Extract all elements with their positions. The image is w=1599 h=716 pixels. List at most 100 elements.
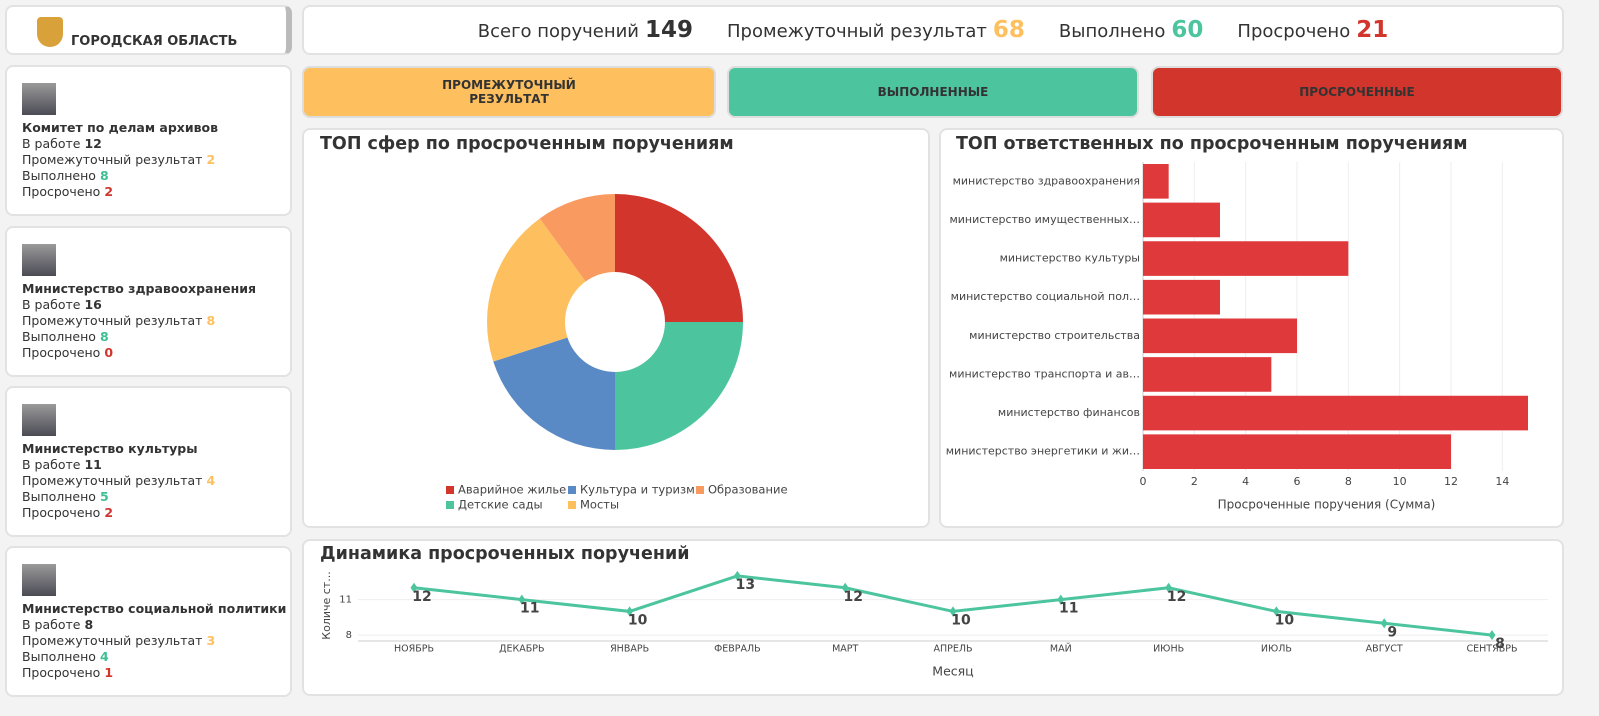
- card-row: Выполнено 5: [22, 489, 109, 504]
- bar: [1143, 357, 1272, 392]
- row-label: Промежуточный результат: [22, 473, 203, 488]
- bar: [1143, 395, 1528, 431]
- legend-swatch: [446, 501, 454, 509]
- row-label: В работе: [22, 136, 81, 151]
- data-label: 9: [1387, 624, 1397, 640]
- row-label: Выполнено: [22, 489, 96, 504]
- person-card: Министерство социальной политики В работе…: [5, 546, 292, 697]
- card-row: Просрочено 2: [22, 505, 113, 520]
- x-tick-label: 8: [1345, 475, 1352, 488]
- bar: [1143, 164, 1169, 199]
- kpi-value: 60: [1171, 17, 1204, 43]
- x-tick-label: 0: [1140, 475, 1147, 488]
- legend-swatch: [568, 501, 576, 509]
- kpi-value: 149: [645, 17, 694, 43]
- row-value: 2: [104, 505, 114, 520]
- card-row: Просрочено 2: [22, 184, 113, 199]
- row-value: 1: [104, 665, 114, 680]
- data-label: 12: [412, 589, 431, 605]
- chart-title: ТОП ответственных по просроченным поруче…: [956, 134, 1468, 154]
- card-row: Выполнено 8: [22, 329, 109, 344]
- row-value: 16: [84, 297, 102, 312]
- kpi-label: Выполнено: [1058, 21, 1166, 42]
- legend-label: Аварийное жилье: [458, 483, 566, 497]
- legend-swatch: [446, 486, 454, 494]
- kpi: Просрочено 21: [1237, 17, 1388, 43]
- row-value: 4: [206, 473, 216, 488]
- y-tick-label: министерство здравоохранения: [953, 174, 1140, 187]
- emblem: [37, 17, 63, 47]
- y-tick-label: 11: [339, 595, 352, 606]
- filter-button[interactable]: ПРОСРОЧЕННЫЕ: [1151, 66, 1563, 118]
- person-card: Комитет по делам архивов В работе 12 Промеж…: [5, 65, 292, 216]
- x-tick-label: ИЮНЬ: [1153, 644, 1184, 655]
- logo-text: ГОРОДСКАЯ ОБЛАСТЬ: [71, 34, 238, 49]
- x-tick-label: ДЕКАБРЬ: [499, 644, 544, 655]
- kpi: Промежуточный результат 68: [727, 17, 1025, 43]
- x-tick-label: ФЕВРАЛЬ: [714, 644, 761, 655]
- filter-button[interactable]: ПРОМЕЖУТОЧНЫЙ РЕЗУЛЬТАТ: [302, 66, 716, 118]
- bar: [1143, 241, 1349, 276]
- row-value: 12: [84, 136, 102, 151]
- data-label: 8: [1495, 636, 1505, 652]
- card-row: Выполнено 8: [22, 168, 109, 183]
- x-tick-label: 12: [1444, 475, 1458, 488]
- photo: [22, 83, 56, 115]
- row-label: В работе: [22, 457, 81, 472]
- x-tick-label: 10: [1393, 475, 1407, 488]
- photo: [22, 244, 56, 276]
- card-row: Промежуточный результат 8: [22, 313, 215, 328]
- pie-slice: [487, 218, 586, 362]
- kpi-bar: Всего поручений 149 Промежуточный результа…: [302, 5, 1564, 55]
- person-card: Министерство здравоохранения В работе 16 Пр…: [5, 226, 292, 377]
- marker: [841, 582, 849, 593]
- pie-slice: [615, 194, 743, 322]
- y-tick-label: министерство строительства: [969, 329, 1140, 342]
- kpi: Всего поручений 149: [478, 17, 693, 43]
- row-label: В работе: [22, 297, 81, 312]
- card-row: Просрочено 1: [22, 665, 113, 680]
- x-tick-label: МАЙ: [1050, 643, 1072, 655]
- data-label: 11: [1059, 601, 1078, 617]
- card-name: Министерство культуры: [22, 441, 198, 456]
- legend-swatch: [696, 486, 704, 494]
- photo: [22, 404, 56, 436]
- data-label: 12: [843, 589, 862, 605]
- x-tick-label: 6: [1294, 475, 1301, 488]
- row-label: Просрочено: [22, 505, 101, 520]
- card-name: Министерство социальной политики: [22, 601, 287, 616]
- y-axis-label: Количе ст...: [320, 571, 333, 639]
- x-tick-label: НОЯБРЬ: [394, 644, 434, 655]
- row-value: 5: [99, 489, 109, 504]
- row-label: Выполнено: [22, 649, 96, 664]
- bar: [1143, 434, 1451, 469]
- person-card: Министерство культуры В работе 11 Промежуто…: [5, 386, 292, 537]
- x-tick-label: 4: [1242, 475, 1249, 488]
- legend-label: Образование: [708, 483, 788, 497]
- row-value: 8: [99, 329, 109, 344]
- card-row: В работе 12: [22, 136, 102, 151]
- photo: [22, 564, 56, 596]
- kpi-value: 68: [992, 17, 1025, 43]
- marker: [1057, 594, 1065, 605]
- kpi-label: Всего поручений: [477, 21, 639, 42]
- card-row: Промежуточный результат 4: [22, 473, 215, 488]
- data-label: 10: [1275, 612, 1295, 628]
- marker: [626, 606, 634, 617]
- legend-label: Культура и туризм: [580, 483, 695, 497]
- card-row: Промежуточный результат 3: [22, 633, 215, 648]
- legend-label: Детские сады: [458, 498, 543, 512]
- chart-title: ТОП сфер по просроченным поручениям: [320, 134, 734, 154]
- x-tick-label: 2: [1191, 475, 1198, 488]
- row-label: Промежуточный результат: [22, 152, 203, 167]
- card-row: В работе 11: [22, 457, 102, 472]
- row-label: Выполнено: [22, 329, 96, 344]
- filter-button[interactable]: ВЫПОЛНЕННЫЕ: [727, 66, 1139, 118]
- chart-title: Динамика просроченных поручений: [320, 544, 690, 564]
- row-value: 3: [206, 633, 216, 648]
- data-label: 11: [520, 601, 539, 617]
- card-row: Промежуточный результат 2: [22, 152, 215, 167]
- x-tick-label: МАРТ: [832, 644, 858, 655]
